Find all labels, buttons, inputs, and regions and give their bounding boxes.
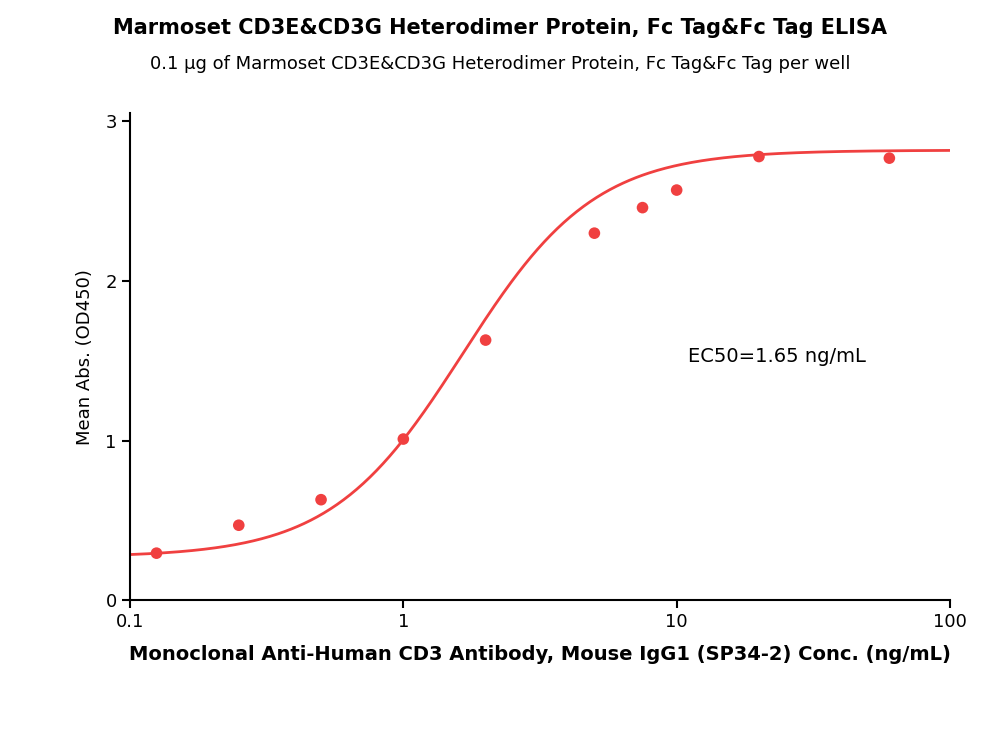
- Point: [881, 152, 897, 164]
- Text: 0.1 μg of Marmoset CD3E&CD3G Heterodimer Protein, Fc Tag&Fc Tag per well: 0.1 μg of Marmoset CD3E&CD3G Heterodimer…: [150, 55, 850, 73]
- Point: [478, 335, 494, 346]
- Point: [751, 151, 767, 163]
- Point: [313, 494, 329, 506]
- Point: [669, 184, 685, 196]
- Point: [231, 520, 247, 531]
- Y-axis label: Mean Abs. (OD450): Mean Abs. (OD450): [76, 269, 94, 445]
- Text: Marmoset CD3E&CD3G Heterodimer Protein, Fc Tag&Fc Tag ELISA: Marmoset CD3E&CD3G Heterodimer Protein, …: [113, 18, 887, 38]
- Point: [148, 548, 164, 559]
- X-axis label: Monoclonal Anti-Human CD3 Antibody, Mouse IgG1 (SP34-2) Conc. (ng/mL): Monoclonal Anti-Human CD3 Antibody, Mous…: [129, 646, 951, 665]
- Text: EC50=1.65 ng/mL: EC50=1.65 ng/mL: [688, 348, 865, 366]
- Point: [586, 228, 602, 239]
- Point: [395, 433, 411, 445]
- Point: [635, 202, 651, 214]
